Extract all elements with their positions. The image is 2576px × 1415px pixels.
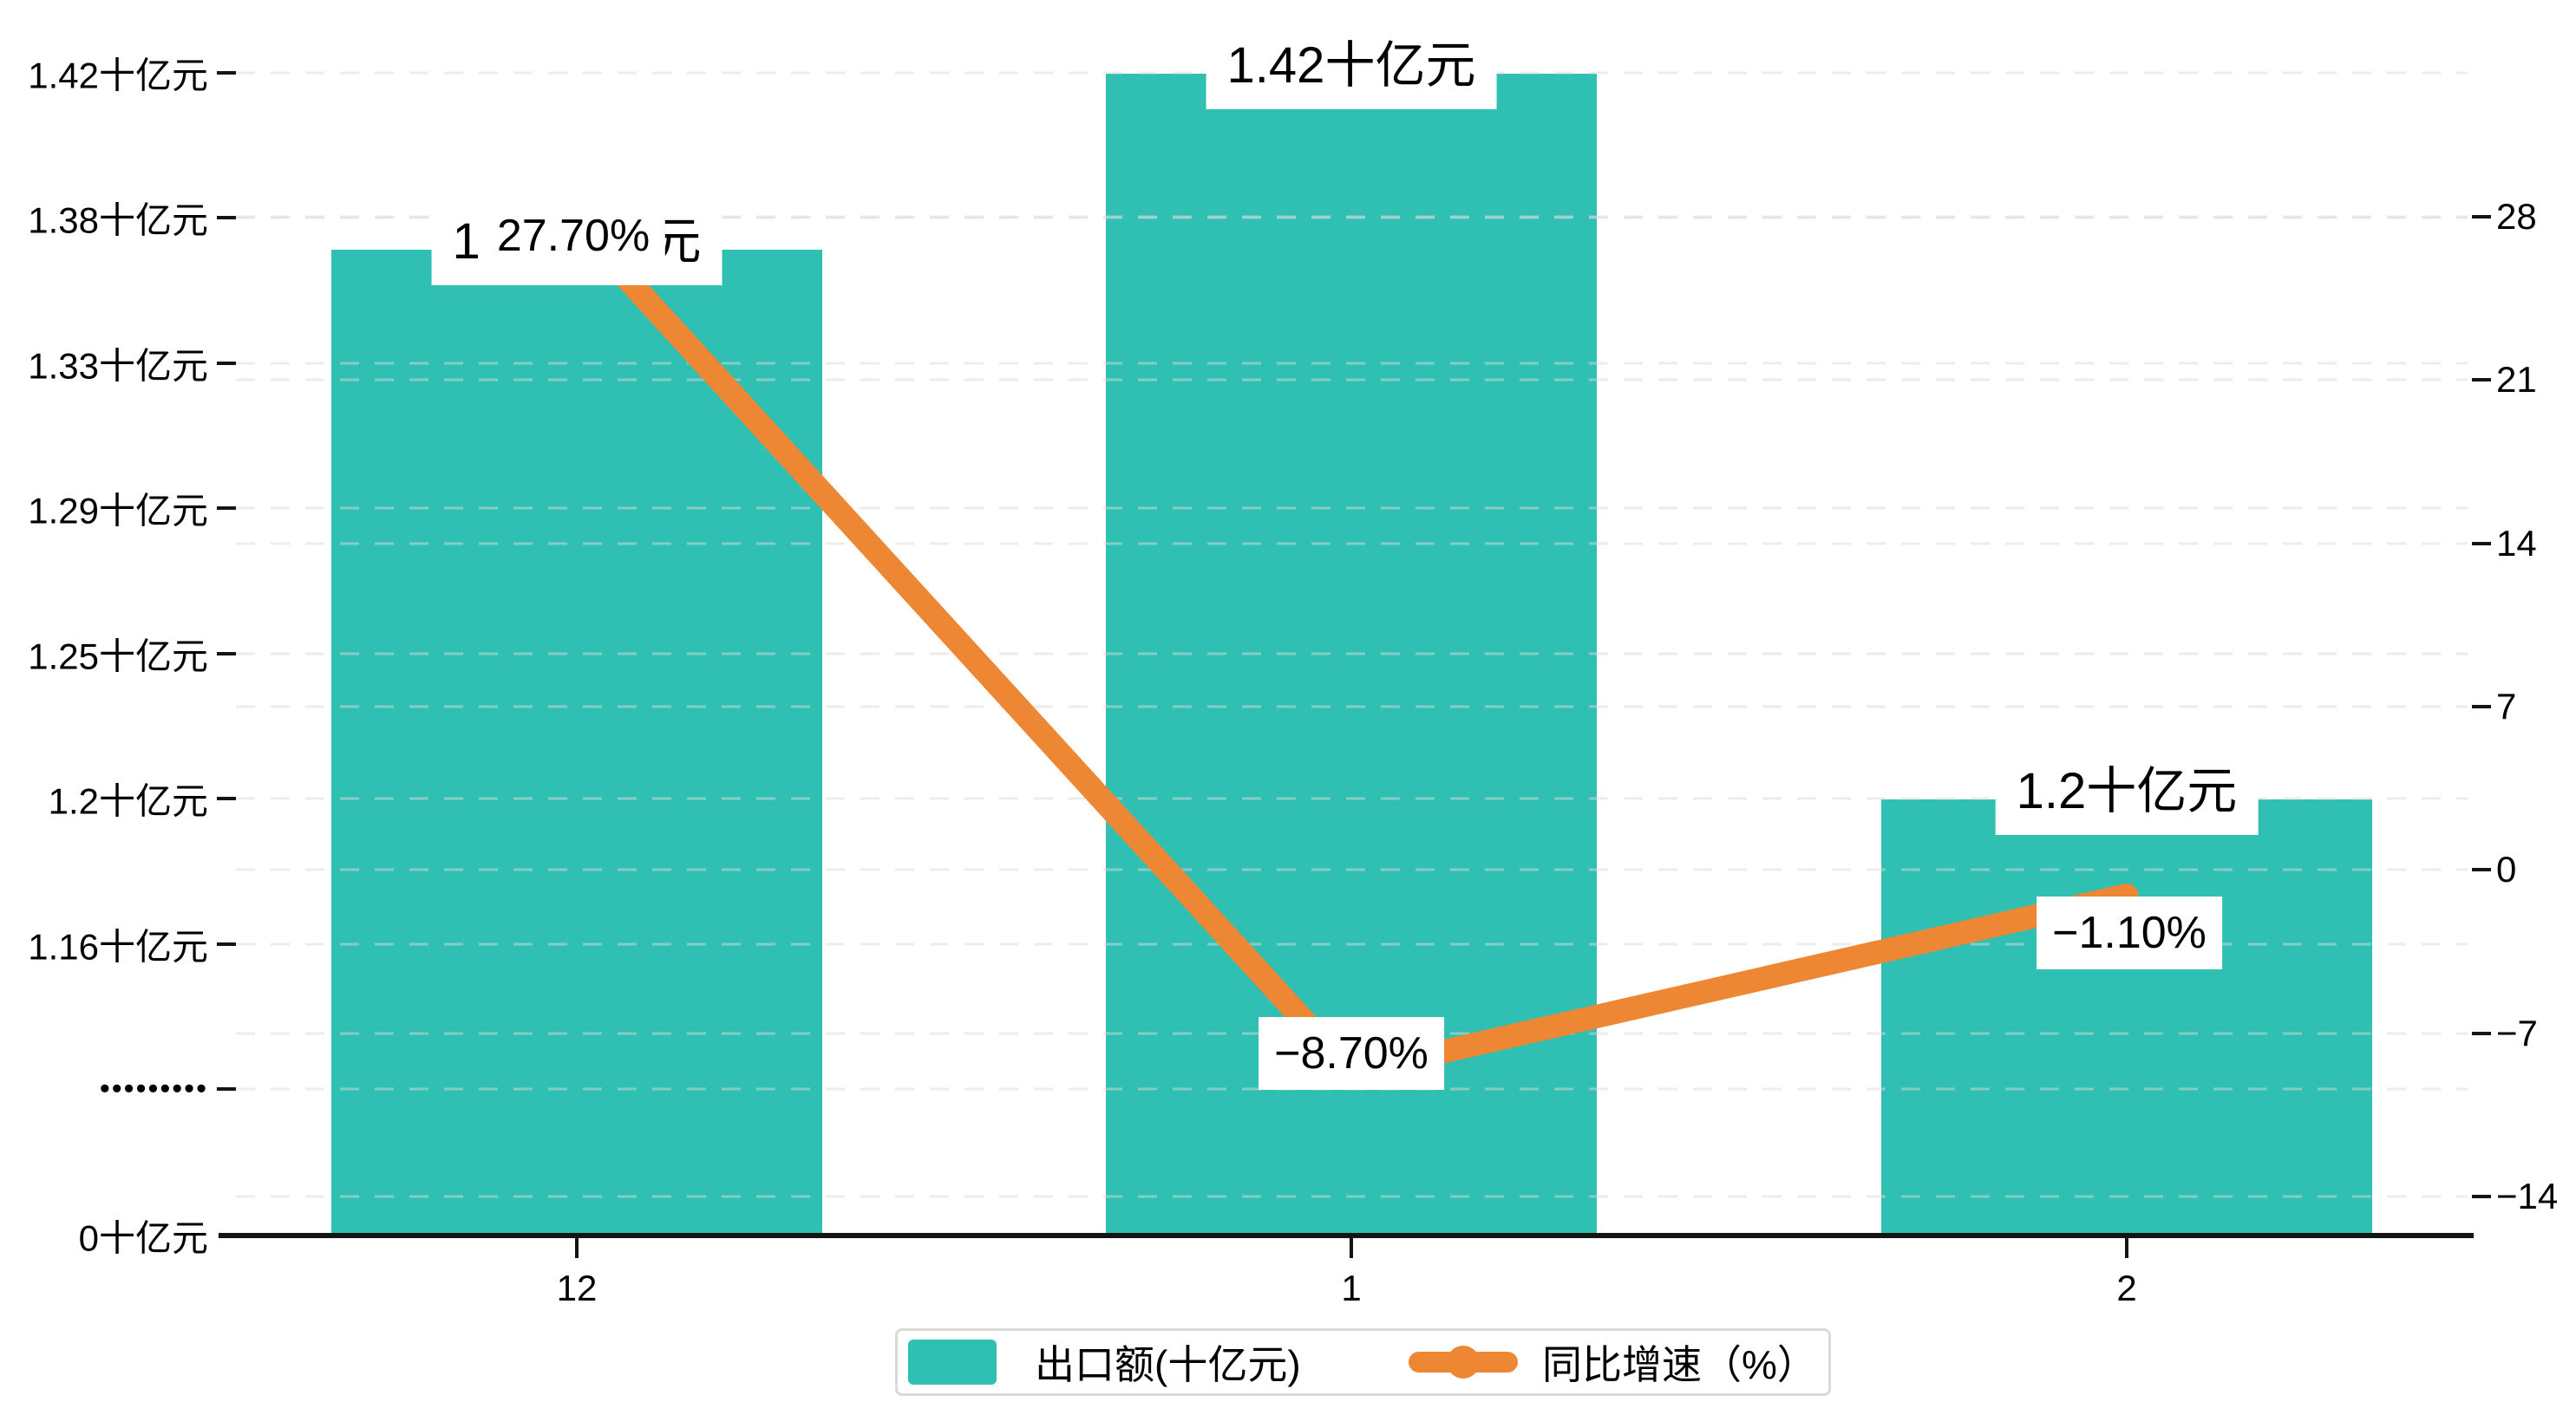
bar-series-swatch-icon bbox=[908, 1340, 997, 1385]
y-axis-right-tick-label-0: 28 bbox=[2496, 196, 2537, 237]
x-axis-tick-label-12: 12 bbox=[556, 1268, 598, 1308]
y-axis-left-tick-label-7: ••••••••• bbox=[99, 1072, 208, 1105]
y-axis-right-tick-label-4: 0 bbox=[2496, 849, 2517, 890]
legend-label-export-value: 出口额(十亿元) bbox=[1035, 1342, 1301, 1387]
y-axis-left-tick-label-5: 1.2十亿元 bbox=[48, 780, 208, 822]
x-axis-tick-label-1: 1 bbox=[1341, 1268, 1362, 1308]
y-axis-right-tick-label-5: −7 bbox=[2496, 1013, 2538, 1053]
y-axis-left-tick-label-2: 1.33十亿元 bbox=[28, 345, 208, 387]
bar-value-label-1: 1.42十亿元 bbox=[1206, 12, 1497, 109]
line-marker-dot-icon bbox=[1447, 1346, 1480, 1379]
legend-item-yoy-growth[interactable]: 同比增速（%） bbox=[1409, 1331, 1817, 1393]
line-value-label-1: −8.70% bbox=[1259, 1017, 1444, 1090]
bar-value-label-2: 1.2十亿元 bbox=[1995, 738, 2259, 835]
y-axis-left-tick-label-1: 1.38十亿元 bbox=[28, 199, 208, 241]
y-axis-left-tick-label-6: 1.16十亿元 bbox=[28, 926, 208, 968]
line-series-marker-icon bbox=[1409, 1346, 1518, 1379]
line-value-label-2: −1.10% bbox=[2037, 897, 2222, 969]
bar-2 bbox=[1881, 799, 2372, 1236]
y-axis-right-tick-label-3: 7 bbox=[2496, 686, 2517, 727]
y-axis-right-tick-label-6: −14 bbox=[2496, 1176, 2559, 1216]
y-axis-left-tick-label-8: 0十亿元 bbox=[78, 1217, 208, 1259]
legend-item-export-value[interactable]: 出口额(十亿元) bbox=[908, 1331, 1301, 1393]
x-axis-tick-label-2: 2 bbox=[2116, 1268, 2137, 1308]
legend-label-yoy-growth: 同比增速（%） bbox=[1542, 1342, 1817, 1387]
legend: 出口额(十亿元) 同比增速（%） bbox=[895, 1328, 1831, 1396]
y-axis-left-tick-label-3: 1.29十亿元 bbox=[28, 490, 208, 531]
line-value-label-0: 27.70% bbox=[481, 199, 666, 272]
y-axis-right-tick-label-2: 14 bbox=[2496, 523, 2537, 564]
y-axis-right-tick-label-1: 21 bbox=[2496, 359, 2537, 400]
y-axis-left-tick-label-4: 1.25十亿元 bbox=[28, 636, 208, 677]
y-axis-left-tick-label-0: 1.42十亿元 bbox=[28, 55, 208, 96]
